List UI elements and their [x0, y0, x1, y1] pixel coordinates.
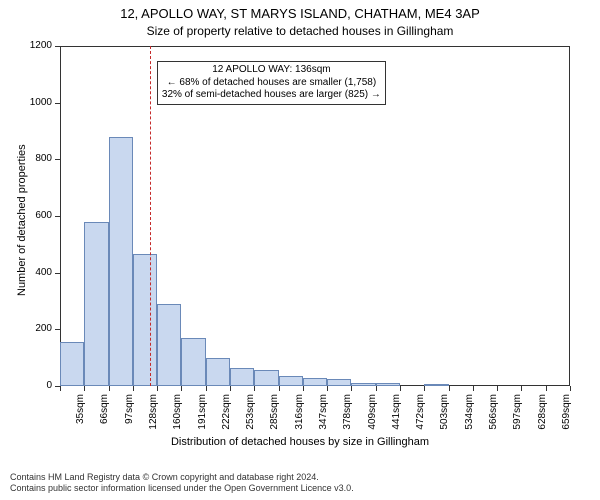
- y-tick-label: 0: [22, 380, 52, 391]
- attribution-line-1: Contains HM Land Registry data © Crown c…: [10, 472, 354, 483]
- x-tick-label: 222sqm: [221, 394, 232, 434]
- x-tick: [181, 386, 182, 391]
- histogram-bar: [351, 383, 375, 386]
- axis-spine: [60, 46, 61, 386]
- x-tick-label: 659sqm: [561, 394, 572, 434]
- x-tick-label: 628sqm: [537, 394, 548, 434]
- x-tick: [230, 386, 231, 391]
- histogram-bar: [279, 376, 303, 386]
- annotation-line: ← 68% of detached houses are smaller (1,…: [162, 77, 381, 90]
- histogram-bar: [133, 254, 157, 386]
- x-tick: [303, 386, 304, 391]
- y-tick-label: 200: [22, 323, 52, 334]
- x-tick-label: 534sqm: [464, 394, 475, 434]
- annotation-line: 32% of semi-detached houses are larger (…: [162, 89, 381, 102]
- histogram-bar: [327, 379, 351, 386]
- x-tick: [376, 386, 377, 391]
- x-tick: [473, 386, 474, 391]
- y-tick: [55, 159, 60, 160]
- attribution-text: Contains HM Land Registry data © Crown c…: [10, 472, 354, 494]
- y-tick: [55, 329, 60, 330]
- annotation-box: 12 APOLLO WAY: 136sqm← 68% of detached h…: [157, 61, 386, 105]
- y-tick: [55, 103, 60, 104]
- x-tick: [521, 386, 522, 391]
- x-tick-label: 285sqm: [269, 394, 280, 434]
- x-tick-label: 160sqm: [172, 394, 183, 434]
- attribution-line-2: Contains public sector information licen…: [10, 483, 354, 494]
- histogram-bar: [206, 358, 230, 386]
- x-tick: [157, 386, 158, 391]
- histogram-bar: [376, 383, 400, 386]
- x-tick: [351, 386, 352, 391]
- annotation-line: 12 APOLLO WAY: 136sqm: [162, 64, 381, 77]
- x-tick: [327, 386, 328, 391]
- y-tick: [55, 216, 60, 217]
- y-tick: [55, 273, 60, 274]
- x-tick-label: 472sqm: [415, 394, 426, 434]
- x-tick: [206, 386, 207, 391]
- y-tick-label: 1000: [22, 97, 52, 108]
- x-tick: [400, 386, 401, 391]
- x-tick: [497, 386, 498, 391]
- histogram-bar: [157, 304, 181, 386]
- histogram-bar: [230, 368, 254, 386]
- x-tick-label: 97sqm: [124, 394, 135, 434]
- x-tick-label: 347sqm: [318, 394, 329, 434]
- x-tick-label: 128sqm: [148, 394, 159, 434]
- y-tick-label: 400: [22, 267, 52, 278]
- chart-suptitle: 12, APOLLO WAY, ST MARYS ISLAND, CHATHAM…: [0, 6, 600, 21]
- x-tick-label: 441sqm: [391, 394, 402, 434]
- x-axis-label: Distribution of detached houses by size …: [0, 436, 600, 448]
- x-tick-label: 597sqm: [512, 394, 523, 434]
- histogram-bar: [181, 338, 205, 386]
- axis-spine: [60, 46, 570, 47]
- x-tick: [109, 386, 110, 391]
- x-tick: [84, 386, 85, 391]
- x-tick: [546, 386, 547, 391]
- axis-spine: [569, 46, 570, 386]
- x-tick-label: 409sqm: [367, 394, 378, 434]
- plot-area: 12 APOLLO WAY: 136sqm← 68% of detached h…: [60, 46, 570, 386]
- histogram-bar: [60, 342, 84, 386]
- x-tick: [424, 386, 425, 391]
- x-tick-label: 253sqm: [245, 394, 256, 434]
- x-tick: [449, 386, 450, 391]
- histogram-bar: [303, 378, 327, 387]
- y-tick-label: 1200: [22, 40, 52, 51]
- histogram-bar: [84, 222, 108, 386]
- histogram-bar: [109, 137, 133, 386]
- x-tick: [133, 386, 134, 391]
- x-tick-label: 35sqm: [75, 394, 86, 434]
- chart-title: Size of property relative to detached ho…: [0, 24, 600, 38]
- x-tick-label: 378sqm: [342, 394, 353, 434]
- x-tick-label: 66sqm: [99, 394, 110, 434]
- x-tick-label: 503sqm: [439, 394, 450, 434]
- histogram-bar: [254, 370, 278, 386]
- y-tick-label: 600: [22, 210, 52, 221]
- histogram-bar: [424, 384, 448, 386]
- x-tick: [254, 386, 255, 391]
- x-tick-label: 316sqm: [294, 394, 305, 434]
- x-tick: [60, 386, 61, 391]
- y-tick-label: 800: [22, 153, 52, 164]
- x-tick: [570, 386, 571, 391]
- marker-line: [150, 46, 151, 386]
- y-tick: [55, 46, 60, 47]
- x-tick: [279, 386, 280, 391]
- x-tick-label: 566sqm: [488, 394, 499, 434]
- x-tick-label: 191sqm: [197, 394, 208, 434]
